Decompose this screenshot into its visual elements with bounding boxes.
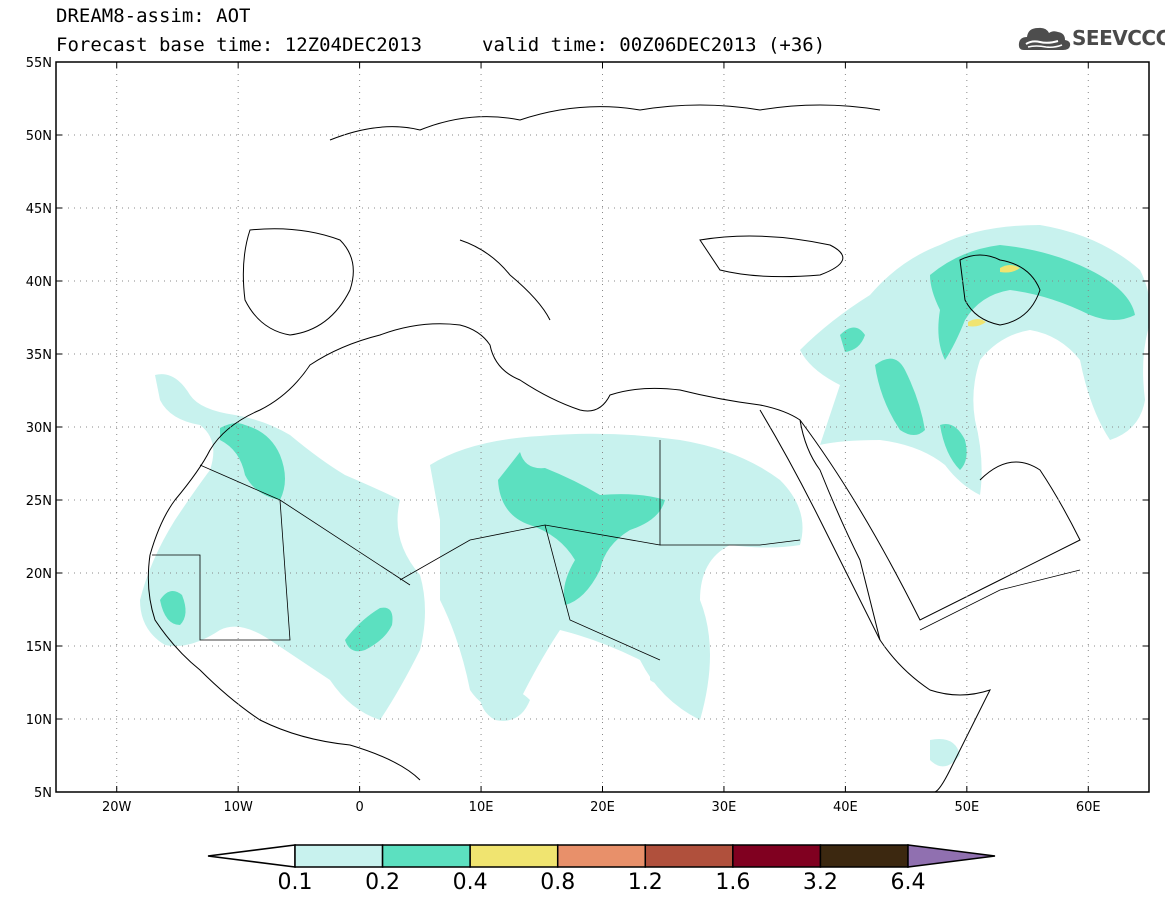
- colorbar-bin: [819, 844, 909, 868]
- seevccc-logo: SEEVCCC: [1018, 22, 1165, 56]
- cloud-icon: [1018, 27, 1071, 50]
- longitude-labels: 20W 10W 0 10E 20E 30E 40E 50E 60E: [102, 800, 1101, 815]
- aot-iran-high-spot: [968, 319, 986, 327]
- aot-horn-spot: [930, 739, 960, 767]
- forecast-base-time: Forecast base time: 12Z04DEC2013: [56, 34, 423, 56]
- coastline-europe: [329, 104, 881, 141]
- lon-label: 0: [355, 800, 363, 815]
- colorbar: [207, 844, 996, 868]
- aot-mali-mid: [345, 607, 393, 652]
- coastline-africa: [149, 323, 991, 792]
- aot-caspian-high-spot: [1000, 265, 1020, 273]
- lon-label: 30E: [712, 800, 737, 815]
- aot-turkey-mid: [840, 327, 865, 352]
- coastline-arabia: [799, 419, 1081, 621]
- lon-label: 40E: [833, 800, 858, 815]
- colorbar-bin: [732, 844, 822, 868]
- coastline-black-sea: [699, 235, 844, 278]
- colorbar-high-arrow: [907, 844, 996, 868]
- border-egypt-sudan: [660, 539, 801, 546]
- colorbar-label: 0.2: [365, 870, 400, 895]
- lat-label: 45N: [26, 202, 52, 217]
- lat-label: 20N: [26, 567, 52, 582]
- colorbar-label: 1.2: [628, 870, 663, 895]
- map-title: DREAM8-assim: AOT: [56, 5, 251, 27]
- aot-west-africa-low: [140, 374, 425, 720]
- coastline-caspian: [959, 254, 1041, 326]
- colorbar-bin: [644, 844, 734, 868]
- lat-label: 5N: [34, 786, 52, 801]
- lat-label: 55N: [26, 56, 52, 71]
- aot-chad-spot: [650, 658, 672, 684]
- lon-label: 20W: [102, 800, 132, 815]
- lat-label: 35N: [26, 348, 52, 363]
- colorbar-bin: [294, 844, 384, 868]
- border-saudi-yemen: [919, 569, 1081, 631]
- lat-label: 15N: [26, 640, 52, 655]
- aot-libya-mid: [498, 452, 665, 605]
- coastline-iberia: [242, 228, 354, 336]
- aot-high-contours: [968, 265, 1020, 327]
- lon-label: 50E: [954, 800, 979, 815]
- coastline-italy: [459, 239, 551, 321]
- colorbar-bin: [381, 844, 471, 868]
- colorbar-label: 3.2: [803, 870, 838, 895]
- logo-text: SEEVCCC: [1072, 26, 1165, 50]
- aot-field: [140, 225, 1149, 767]
- aot-caspian-mid: [930, 245, 1135, 360]
- lat-label: 40N: [26, 275, 52, 290]
- lat-label: 30N: [26, 421, 52, 436]
- colorbar-low-arrow: [207, 844, 296, 868]
- lon-label: 10E: [469, 800, 494, 815]
- axis-ticks: [56, 61, 1149, 793]
- border-west: [152, 499, 291, 641]
- lon-label: 20E: [590, 800, 615, 815]
- lon-label: 10W: [223, 800, 253, 815]
- coastlines: [147, 104, 1081, 792]
- valid-time: valid time: 00Z06DEC2013 (+36): [482, 34, 826, 56]
- lon-label: 60E: [1076, 800, 1101, 815]
- aot-morocco-mid: [220, 423, 285, 500]
- colorbar-bin: [556, 844, 647, 868]
- colorbar-label: 0.1: [278, 870, 313, 895]
- colorbar-label: 0.8: [540, 870, 575, 895]
- lat-label: 10N: [26, 713, 52, 728]
- gridlines: [56, 62, 1149, 792]
- lat-label: 50N: [26, 129, 52, 144]
- colorbar-label: 0.4: [453, 870, 488, 895]
- border-chad: [544, 524, 661, 661]
- aot-sahel-spot: [479, 686, 530, 721]
- colorbar-label: 6.4: [891, 870, 926, 895]
- aot-senegal-mid: [160, 591, 186, 625]
- aot-mid-contours: [160, 245, 1135, 652]
- lat-label: 25N: [26, 494, 52, 509]
- aot-gulf-mid: [940, 424, 967, 470]
- colorbar-labels: 0.1 0.2 0.4 0.8 1.2 1.6 3.2 6.4: [278, 870, 926, 895]
- aot-sahara-band: [430, 433, 803, 720]
- country-borders: [152, 440, 1081, 661]
- aot-iraq-mid: [875, 358, 925, 435]
- latitude-labels: 55N 50N 45N 40N 35N 30N 25N 20N 15N 10N 5N: [26, 56, 52, 801]
- coastline-red-sea: [759, 409, 881, 641]
- coastline-west-africa: [147, 554, 421, 781]
- colorbar-label: 1.6: [715, 870, 750, 895]
- colorbar-bin: [469, 844, 559, 868]
